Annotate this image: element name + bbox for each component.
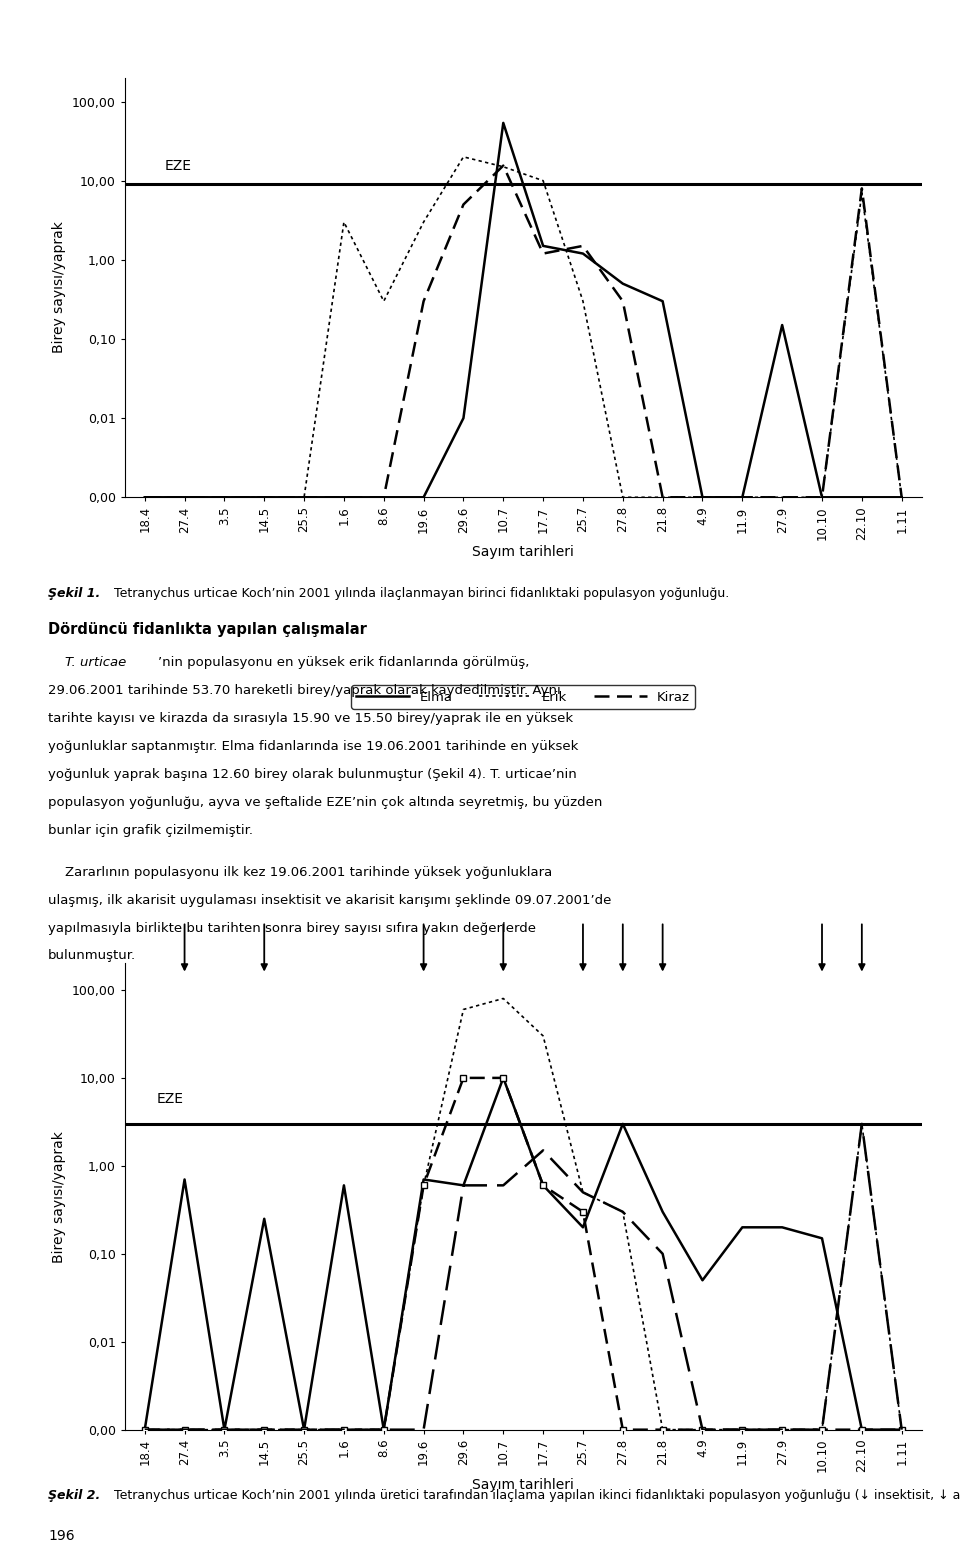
Text: Tetranychus urticae Koch’nin 2001 yılında üretici tarafından ilaçlama yapılan ik: Tetranychus urticae Koch’nin 2001 yılınd… [110,1489,960,1501]
Text: tarihte kayısı ve kirazda da sırasıyla 15.90 ve 15.50 birey/yaprak ile en yüksek: tarihte kayısı ve kirazda da sırasıyla 1… [48,712,573,724]
Legend: Elma, Erik, Kiraz: Elma, Erik, Kiraz [351,685,695,709]
Text: Şekil 2.: Şekil 2. [48,1489,100,1501]
X-axis label: Sayım tarihleri: Sayım tarihleri [472,1478,574,1492]
Text: bunlar için grafik çizilmemiştir.: bunlar için grafik çizilmemiştir. [48,824,253,836]
Text: ulaşmış, ilk akarisit uygulaması insektisit ve akarisit karışımı şeklinde 09.07.: ulaşmış, ilk akarisit uygulaması insekti… [48,894,612,906]
Text: ’nin populasyonu en yüksek erik fidanlarında görülmüş,: ’nin populasyonu en yüksek erik fidanlar… [158,656,530,668]
Text: EZE: EZE [156,1092,183,1106]
X-axis label: Sayım tarihleri: Sayım tarihleri [472,545,574,559]
Text: populasyon yoğunluğu, ayva ve şeftalide EZE’nin çok altında seyretmiş, bu yüzden: populasyon yoğunluğu, ayva ve şeftalide … [48,796,602,808]
Text: Şekil 1.: Şekil 1. [48,587,100,600]
Text: Dördüncü fidanlıkta yapılan çalışmalar: Dördüncü fidanlıkta yapılan çalışmalar [48,622,367,637]
Text: bulunmuştur.: bulunmuştur. [48,949,136,962]
Text: yoğunluklar saptanmıştır. Elma fidanlarında ise 19.06.2001 tarihinde en yüksek: yoğunluklar saptanmıştır. Elma fidanları… [48,740,578,752]
Text: Zararlının populasyonu ilk kez 19.06.2001 tarihinde yüksek yoğunluklara: Zararlının populasyonu ilk kez 19.06.200… [48,866,552,878]
Text: yapılmasıyla birlikte bu tarihten sonra birey sayısı sıfıra yakın değerlerde: yapılmasıyla birlikte bu tarihten sonra … [48,922,536,934]
Text: 29.06.2001 tarihinde 53.70 hareketli birey/yaprak olarak kaydedilmiştir. Aynı: 29.06.2001 tarihinde 53.70 hareketli bir… [48,684,561,696]
Y-axis label: Birey sayısı/yaprak: Birey sayısı/yaprak [53,1131,66,1262]
Text: yoğunluk yaprak başına 12.60 birey olarak bulunmuştur (Şekil 4). T. urticae’nin: yoğunluk yaprak başına 12.60 birey olara… [48,768,577,780]
Text: 196: 196 [48,1529,75,1543]
Text: Tetranychus urticae Koch’nin 2001 yılında ilaçlanmayan birinci fidanlıktaki popu: Tetranychus urticae Koch’nin 2001 yılınd… [110,587,730,600]
Y-axis label: Birey sayısı/yaprak: Birey sayısı/yaprak [53,222,66,353]
Text: EZE: EZE [165,159,192,172]
Text: T. urticae: T. urticae [48,656,127,668]
